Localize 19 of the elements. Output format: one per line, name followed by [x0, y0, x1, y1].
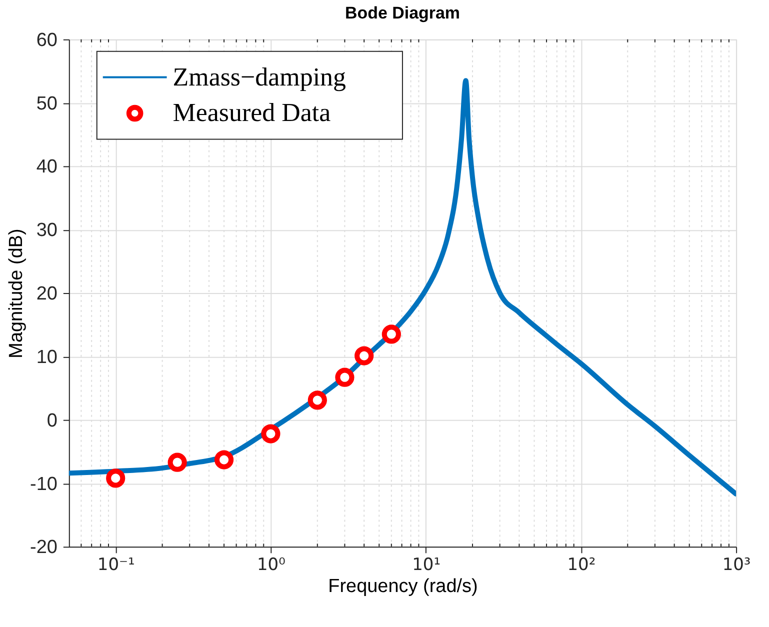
y-tick-label: 10	[36, 346, 58, 368]
x-tick-label: 10⁻¹	[97, 555, 135, 576]
y-tick-label: 50	[36, 93, 58, 114]
legend-label: Measured Data	[172, 98, 332, 128]
y-tick-label: 60	[36, 30, 58, 51]
x-tick-label: 10³	[722, 555, 751, 576]
x-axis-title: Frequency (rad/s)	[328, 576, 478, 598]
y-tick-label: 20	[36, 284, 58, 305]
x-tick-label: 10²	[567, 555, 596, 576]
y-tick-label: 0	[46, 410, 58, 432]
y-tick-label: 40	[36, 156, 58, 178]
y-tick-label: -10	[30, 474, 58, 495]
x-tick-label: 10¹	[412, 555, 441, 576]
y-axis-title: Magnitude (dB)	[6, 228, 28, 358]
y-tick-label: -20	[30, 537, 58, 558]
chart-title: Bode Diagram	[344, 3, 460, 22]
y-tick-label: 30	[36, 220, 58, 242]
x-tick-label: 10⁰	[257, 555, 286, 576]
legend-label: Zmass−damping	[172, 62, 346, 92]
